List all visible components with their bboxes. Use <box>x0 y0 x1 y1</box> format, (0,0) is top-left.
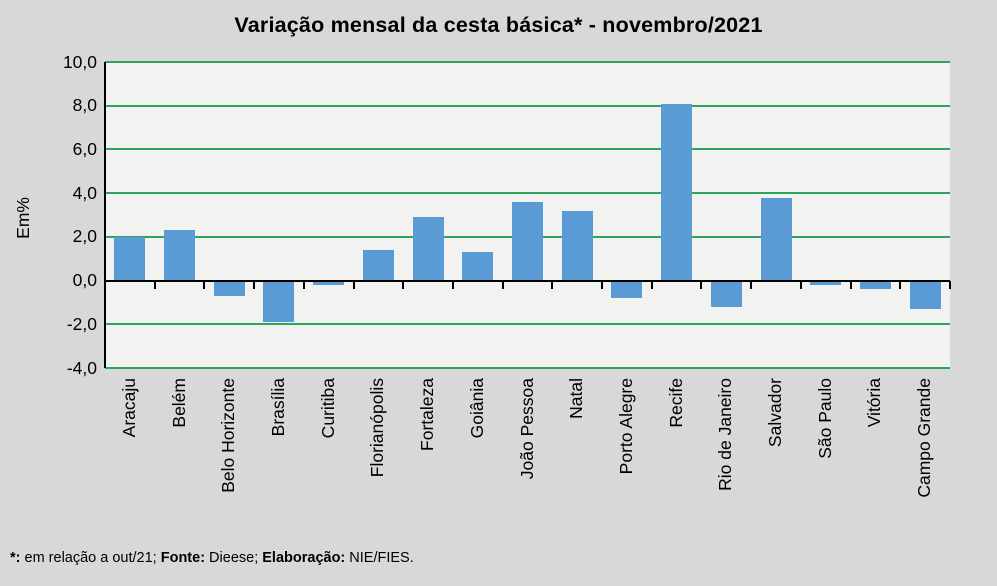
bar-vitoria <box>859 280 891 290</box>
y-axis-line <box>104 62 106 368</box>
x-axis-tick <box>750 280 753 289</box>
bar-natal <box>561 210 593 281</box>
bar-brasilia <box>263 280 295 323</box>
x-axis-tick <box>700 280 703 289</box>
x-label-porto-alegre: Porto Alegre <box>615 378 636 475</box>
x-label-sao-paulo: São Paulo <box>814 378 835 459</box>
y-tick-label-2: 2,0 <box>72 226 97 247</box>
x-axis-tick <box>799 280 802 289</box>
y-tick-label-8: 8,0 <box>72 95 97 116</box>
bar-fortaleza <box>412 217 444 281</box>
bar-curitiba <box>313 280 345 285</box>
gridline-4 <box>105 192 950 195</box>
bar-goiania <box>462 252 494 281</box>
x-label-joao-pessoa: João Pessoa <box>516 378 537 480</box>
bar-sao-paulo <box>810 280 842 285</box>
footnote-segment: NIE/FIES. <box>345 550 414 566</box>
gridline-6 <box>105 148 950 151</box>
x-axis-tick <box>402 280 405 289</box>
y-tick-label--4: -4,0 <box>66 357 97 378</box>
bar-joao-pessoa <box>512 201 543 281</box>
x-label-aracaju: Aracaju <box>118 378 139 438</box>
x-label-rio-de-janeiro: Rio de Janeiro <box>715 378 736 491</box>
gridline-10 <box>105 61 950 63</box>
x-axis-tick <box>451 280 454 289</box>
footnote: *: em relação a out/21; Fonte: Dieese; E… <box>10 550 414 566</box>
gridline-8 <box>105 104 950 107</box>
x-axis-tick <box>650 280 653 289</box>
footnote-segment: em relação a out/21; <box>20 550 161 566</box>
footnote-segment: Elaboração: <box>262 550 346 566</box>
x-axis-tick <box>551 280 554 289</box>
bar-rio-de-janeiro <box>710 280 742 307</box>
x-axis-tick <box>949 280 951 289</box>
y-tick-label--2: -2,0 <box>66 313 97 334</box>
x-label-natal: Natal <box>566 378 587 419</box>
footnote-segment: Dieese; <box>205 550 263 566</box>
y-tick-label-6: 6,0 <box>72 138 97 159</box>
x-axis-tick <box>253 280 256 289</box>
x-label-fortaleza: Fortaleza <box>417 378 438 451</box>
x-label-campo-grande: Campo Grande <box>914 378 935 498</box>
x-axis-tick <box>104 280 106 289</box>
x-label-belem: Belém <box>168 378 189 428</box>
bar-florianopolis <box>362 249 394 281</box>
x-label-recife: Recife <box>665 378 686 428</box>
footnote-segment: *: <box>10 550 21 566</box>
gridline--2 <box>105 323 950 326</box>
bar-belo-horizonte <box>213 280 245 296</box>
x-axis-tick <box>153 280 156 289</box>
gridline--4 <box>105 367 950 369</box>
x-label-florianopolis: Florianópolis <box>367 378 388 478</box>
chart-title: Variação mensal da cesta básica* - novem… <box>234 13 763 37</box>
x-label-belo-horizonte: Belo Horizonte <box>218 378 239 493</box>
bar-salvador <box>760 197 792 281</box>
x-axis-tick <box>899 280 902 289</box>
x-axis-tick <box>849 280 852 289</box>
x-label-curitiba: Curitiba <box>317 378 338 439</box>
x-label-brasilia: Brasília <box>267 378 288 437</box>
x-axis-tick <box>203 280 206 289</box>
bar-aracaju <box>114 236 146 281</box>
footnote-segment: Fonte: <box>160 550 206 566</box>
x-axis-tick <box>501 280 504 289</box>
bar-recife <box>661 103 693 281</box>
x-axis-zero-line <box>105 279 950 282</box>
x-label-vitoria: Vitória <box>864 378 885 428</box>
bar-belem <box>164 230 196 281</box>
bar-campo-grande <box>909 280 941 309</box>
x-label-salvador: Salvador <box>765 378 786 448</box>
x-axis-tick <box>601 280 604 289</box>
x-axis-tick <box>302 280 305 289</box>
bar-porto-alegre <box>611 280 643 299</box>
x-axis-tick <box>352 280 355 289</box>
y-tick-label-4: 4,0 <box>72 182 97 203</box>
y-tick-label-0: 0,0 <box>72 270 97 291</box>
y-tick-label-10: 10,0 <box>62 51 97 72</box>
x-label-goiania: Goiânia <box>466 378 487 439</box>
